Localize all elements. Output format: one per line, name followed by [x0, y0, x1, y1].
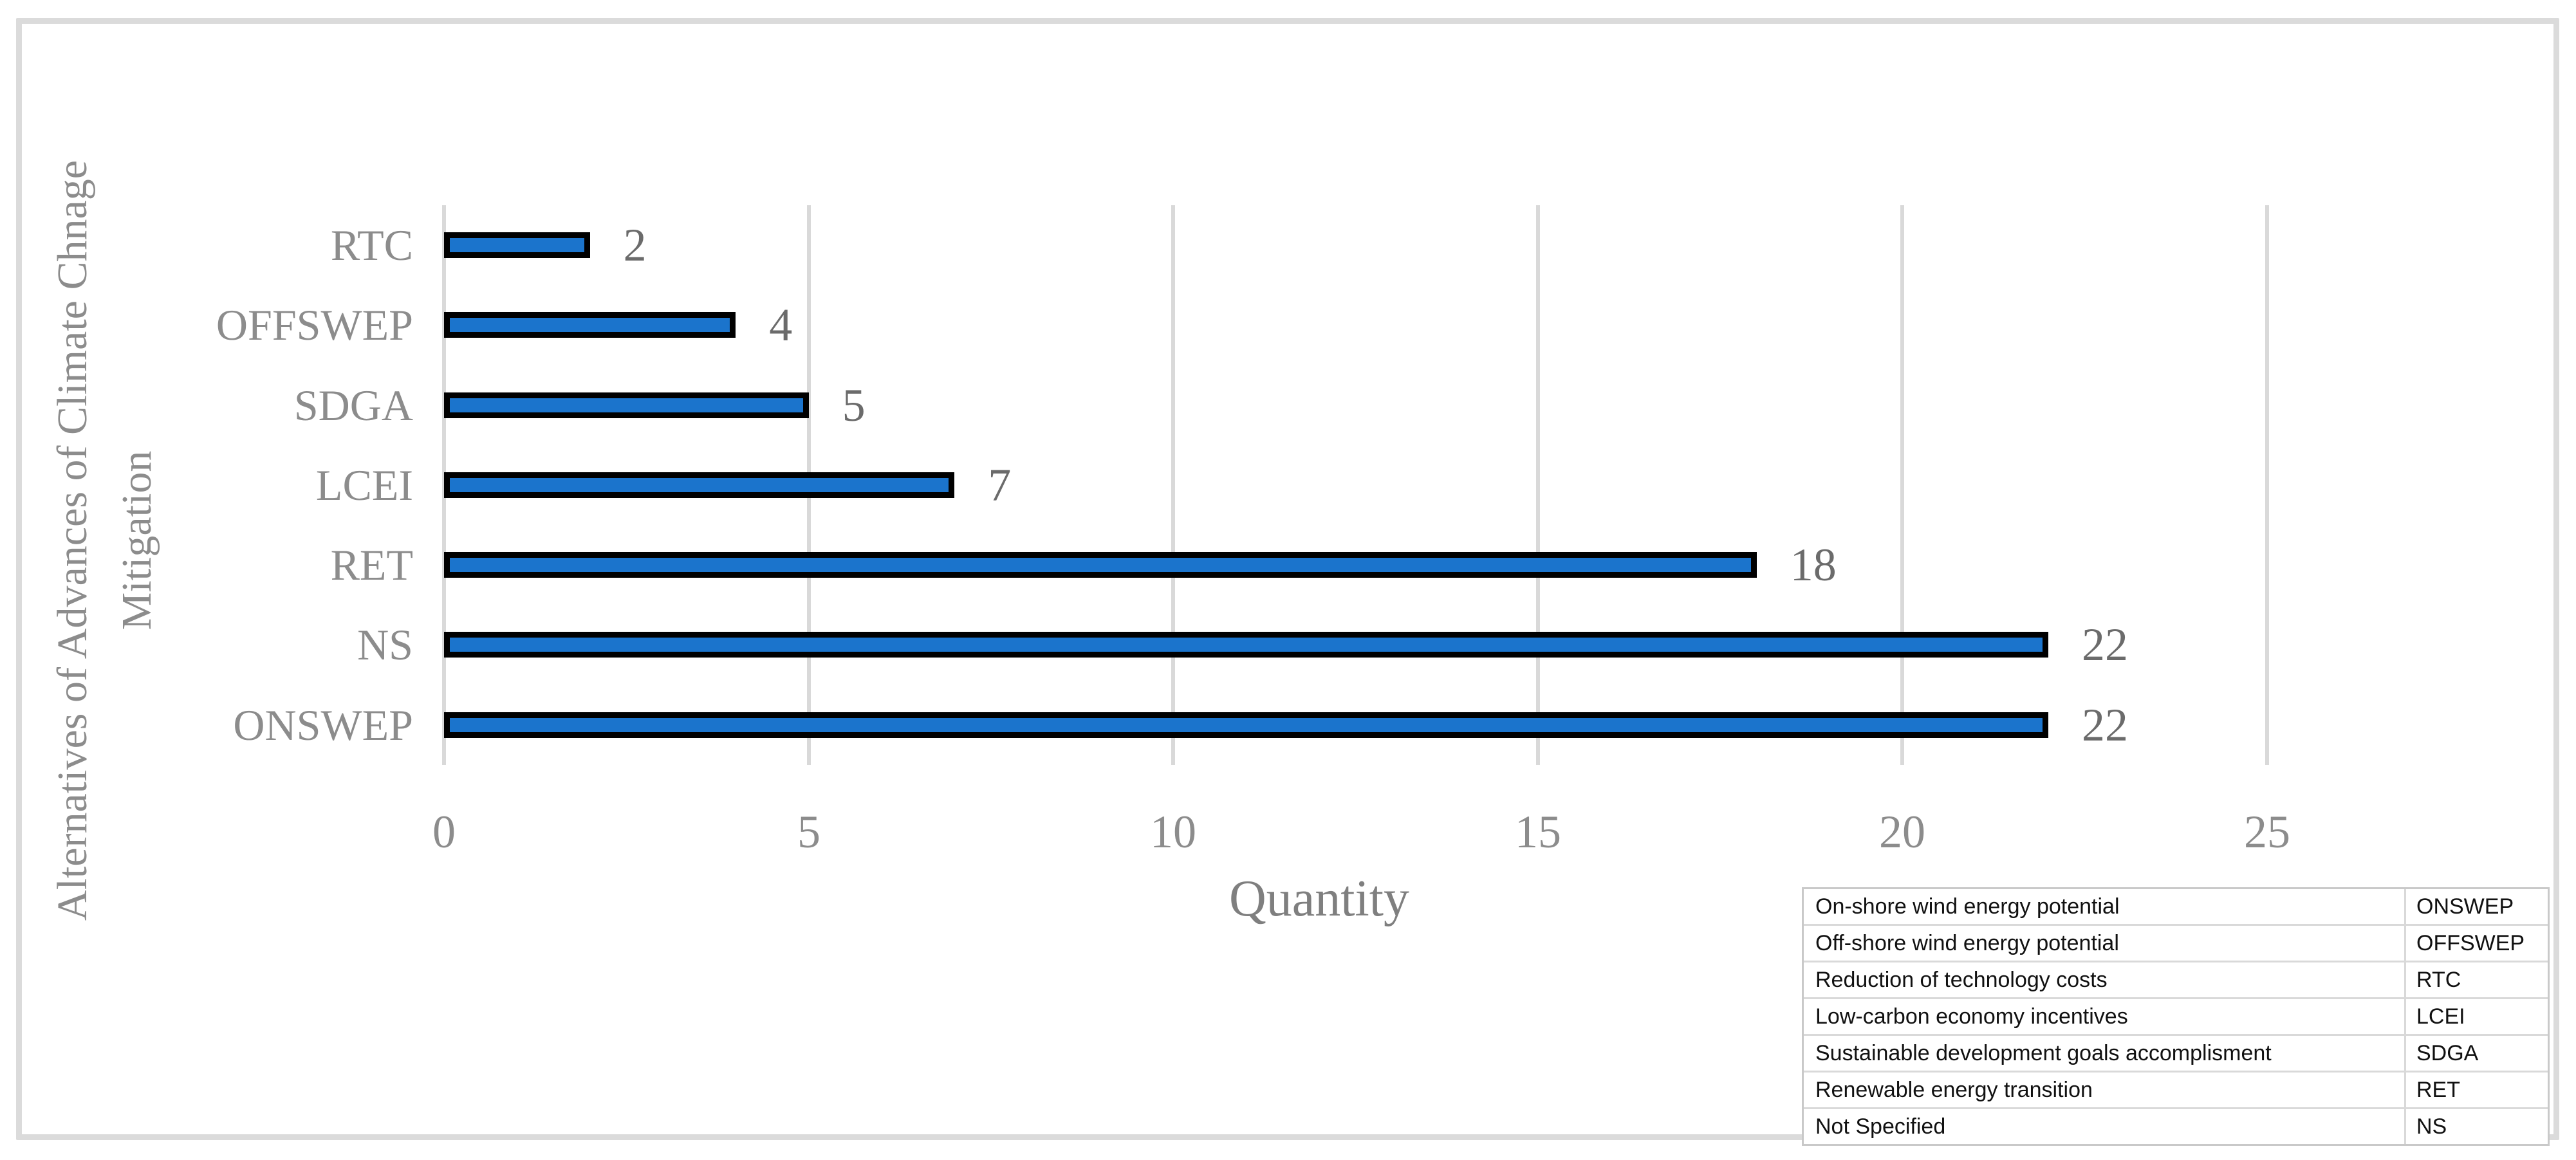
bar-row-ns: 22: [444, 605, 2267, 685]
legend-row-rtc: Reduction of technology costs RTC: [1804, 962, 2548, 999]
bar-onswep: [444, 712, 2049, 738]
category-label-ret: RET: [330, 540, 413, 589]
legend-row-sdga: Sustainable development goals accomplism…: [1804, 1036, 2548, 1073]
legend-abbr: LCEI: [2416, 1004, 2465, 1029]
legend-name: On-shore wind energy potential: [1804, 889, 2406, 924]
category-label-lcei: LCEI: [315, 460, 413, 510]
bar-row-offswep: 4: [444, 285, 2267, 365]
legend-name: Reduction of technology costs: [1804, 962, 2406, 997]
legend-table: On-shore wind energy potential ONSWEP Of…: [1802, 887, 2550, 1146]
legend-name: Not Specified: [1804, 1109, 2406, 1144]
legend-abbr: OFFSWEP: [2416, 930, 2525, 955]
category-label-sdga: SDGA: [293, 380, 413, 430]
x-tick-20: 20: [1879, 806, 1925, 858]
legend-abbr: RTC: [2416, 967, 2461, 992]
x-tick-25: 25: [2244, 806, 2290, 858]
gridline-15: [1535, 205, 1540, 765]
legend-abbr: ONSWEP: [2416, 894, 2514, 919]
bar-lcei: [444, 472, 955, 498]
legend-name: Off-shore wind energy potential: [1804, 926, 2406, 961]
gridline-20: [1900, 205, 1905, 765]
x-tick-15: 15: [1515, 806, 1561, 858]
x-tick-0: 0: [432, 806, 456, 858]
bar-row-lcei: 7: [444, 445, 2267, 525]
data-label-offswep: 4: [769, 299, 793, 351]
figure-border-frame: [16, 18, 2559, 1140]
legend-abbr: NS: [2416, 1114, 2447, 1139]
gridline-25: [2265, 205, 2269, 765]
bar-ns: [444, 632, 2049, 658]
data-label-ns: 22: [2082, 619, 2129, 670]
legend-name: Renewable energy transition: [1804, 1073, 2406, 1107]
data-label-lcei: 7: [988, 459, 1012, 511]
legend-name: Low-carbon economy incentives: [1804, 999, 2406, 1034]
category-label-offswep: OFFSWEP: [216, 300, 413, 349]
data-label-onswep: 22: [2082, 699, 2129, 751]
x-tick-5: 5: [797, 806, 820, 858]
gridline-10: [1171, 205, 1176, 765]
legend-abbr: RET: [2416, 1077, 2460, 1102]
legend-row-offswep: Off-shore wind energy potential OFFSWEP: [1804, 926, 2548, 962]
bar-row-ret: 18: [444, 525, 2267, 605]
bar-row-onswep: 22: [444, 685, 2267, 765]
bar-row-rtc: 2: [444, 205, 2267, 285]
y-axis-title-line1: Alternatives of Advances of Climate Chna…: [49, 160, 96, 921]
data-label-rtc: 2: [623, 219, 647, 271]
bar-ret: [444, 552, 1757, 578]
legend-row-ret: Renewable energy transition RET: [1804, 1073, 2548, 1109]
legend-abbr: SDGA: [2416, 1040, 2479, 1065]
legend-name: Sustainable development goals accomplism…: [1804, 1036, 2406, 1071]
bar-sdga: [444, 392, 809, 418]
x-axis-title: Quantity: [1229, 870, 1409, 927]
legend-row-onswep: On-shore wind energy potential ONSWEP: [1804, 889, 2548, 926]
bar-row-sdga: 5: [444, 365, 2267, 445]
data-label-sdga: 5: [842, 380, 866, 431]
data-label-ret: 18: [1790, 539, 1837, 591]
bar-rtc: [444, 232, 590, 258]
category-label-ns: NS: [357, 620, 413, 669]
legend-row-lcei: Low-carbon economy incentives LCEI: [1804, 999, 2548, 1036]
bar-offswep: [444, 312, 736, 338]
category-label-onswep: ONSWEP: [233, 700, 413, 750]
category-label-rtc: RTC: [330, 220, 413, 270]
legend-row-ns: Not Specified NS: [1804, 1109, 2548, 1144]
x-tick-10: 10: [1150, 806, 1196, 858]
